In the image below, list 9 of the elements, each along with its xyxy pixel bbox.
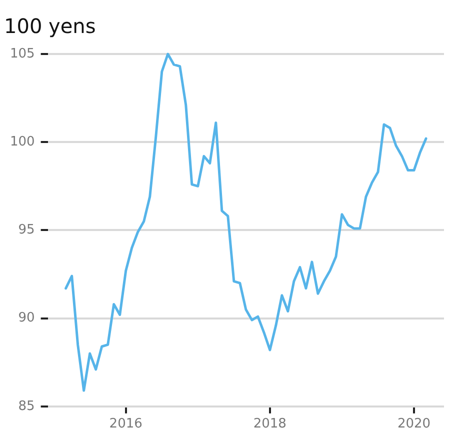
y-tick-label: 90 xyxy=(18,310,35,326)
y-tick-label: 95 xyxy=(18,222,35,238)
x-tick-label: 2016 xyxy=(109,416,142,432)
y-tick-label: 105 xyxy=(10,46,35,62)
chart-title: 100 yens xyxy=(4,14,96,38)
y-tick-label: 100 xyxy=(10,134,35,150)
x-tick-label: 2020 xyxy=(397,416,431,432)
x-tick-label: 2018 xyxy=(253,416,286,432)
y-tick-label: 85 xyxy=(18,398,35,414)
